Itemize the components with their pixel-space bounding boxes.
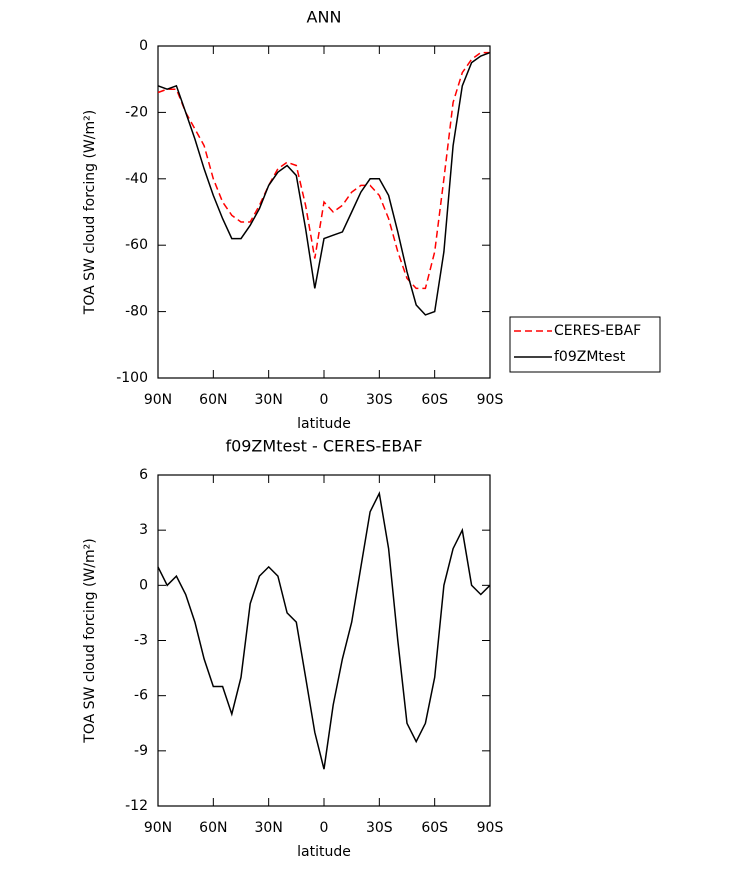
x-tick-label: 0 bbox=[320, 392, 329, 408]
y-axis-label: TOA SW cloud forcing (W/m²) bbox=[82, 538, 98, 743]
x-tick-label: 90S bbox=[477, 392, 504, 408]
data-line bbox=[157, 51, 490, 290]
x-tick-label: 60S bbox=[421, 392, 448, 408]
plot-frame bbox=[157, 45, 491, 379]
x-tick-label: 60S bbox=[421, 820, 448, 836]
x-tick-label: 30N bbox=[255, 820, 283, 836]
y-tick-label: -100 bbox=[116, 370, 148, 386]
x-tick-label: 60N bbox=[199, 392, 227, 408]
x-tick-label: 30S bbox=[366, 820, 393, 836]
chart-title: ANN bbox=[307, 8, 342, 27]
legend-label: f09ZMtest bbox=[554, 349, 626, 365]
y-tick-label: 3 bbox=[139, 522, 148, 538]
y-tick-label: -40 bbox=[125, 171, 148, 187]
x-axis-label: latitude bbox=[297, 844, 351, 860]
data-line bbox=[157, 491, 491, 770]
x-tick-label: 30N bbox=[255, 392, 283, 408]
y-tick-label: 6 bbox=[139, 467, 148, 483]
y-tick-label: 0 bbox=[139, 577, 148, 593]
y-axis-label: TOA SW cloud forcing (W/m²) bbox=[82, 110, 98, 315]
y-tick-label: -80 bbox=[125, 304, 148, 320]
legend-label: CERES-EBAF bbox=[554, 323, 641, 339]
plot-frame bbox=[157, 474, 491, 807]
y-tick-label: -6 bbox=[134, 688, 148, 704]
y-tick-label: 0 bbox=[139, 38, 148, 54]
y-tick-label: -12 bbox=[125, 798, 148, 814]
legend-box bbox=[509, 316, 661, 373]
y-tick-label: -20 bbox=[125, 104, 148, 120]
y-tick-label: -9 bbox=[134, 743, 148, 759]
chart-title: f09ZMtest - CERES-EBAF bbox=[225, 437, 422, 456]
x-tick-label: 60N bbox=[199, 820, 227, 836]
x-axis-label: latitude bbox=[297, 416, 351, 432]
x-tick-label: 90S bbox=[477, 820, 504, 836]
x-tick-label: 0 bbox=[320, 820, 329, 836]
x-tick-label: 90N bbox=[144, 820, 172, 836]
x-tick-label: 90N bbox=[144, 392, 172, 408]
data-line bbox=[157, 51, 491, 316]
x-tick-label: 30S bbox=[366, 392, 393, 408]
y-tick-label: -3 bbox=[134, 633, 148, 649]
y-tick-label: -60 bbox=[125, 237, 148, 253]
